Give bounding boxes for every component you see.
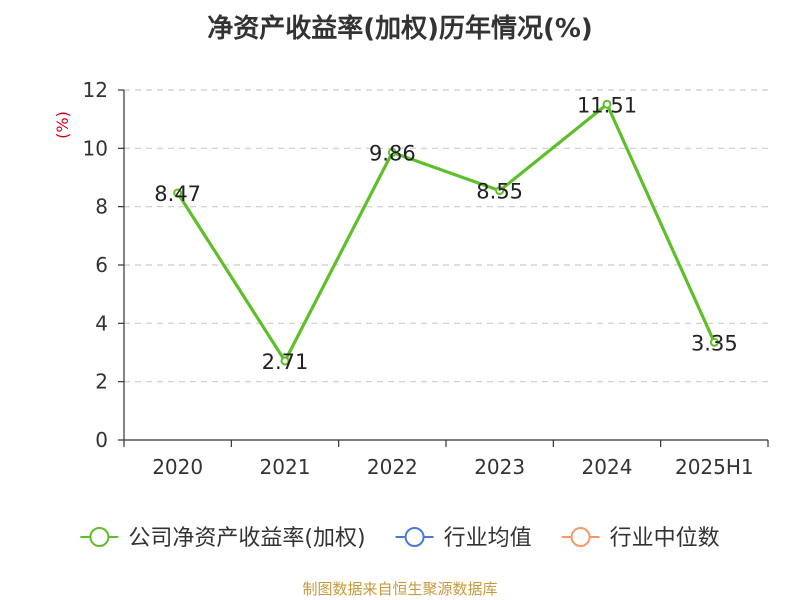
- data-label: 11.51: [577, 93, 637, 117]
- data-labels: 8.47 2.71 9.86 8.55 11.51 3.35: [154, 93, 737, 374]
- source-note: 制图数据来自恒生聚源数据库: [302, 580, 498, 598]
- legend[interactable]: 公司净资产收益率(加权) 行业均值 行业中位数: [80, 526, 720, 551]
- data-point: [173, 188, 183, 198]
- y-axis-label: (%): [53, 111, 72, 139]
- series-layer: [173, 99, 719, 366]
- legend-label: 公司净资产收益率(加权): [128, 526, 365, 551]
- y-tick-label: 6: [95, 253, 108, 277]
- x-tick-label: 2024: [582, 455, 633, 479]
- legend-marker: [89, 527, 110, 547]
- x-tick-label: 2023: [474, 455, 525, 479]
- data-point: [602, 99, 612, 109]
- legend-marker: [570, 527, 591, 547]
- y-tick-label: 0: [95, 428, 108, 452]
- data-point: [387, 147, 397, 157]
- series-line: [176, 102, 716, 363]
- x-tick-label: 2021: [260, 455, 311, 479]
- y-tick-label: 2: [95, 370, 108, 394]
- x-tick-label: 2022: [367, 455, 418, 479]
- data-point: [495, 186, 505, 196]
- chart-title: 净资产收益率(加权)历年情况(%): [207, 14, 593, 44]
- data-label: 8.47: [154, 182, 201, 206]
- y-tick-label: 10: [83, 136, 108, 160]
- data-label: 3.35: [691, 331, 738, 355]
- data-label: 8.55: [476, 180, 523, 204]
- legend-label: 行业均值: [444, 526, 532, 551]
- legend-marker: [404, 527, 425, 547]
- grid-lines: [124, 89, 768, 383]
- y-tick-label: 12: [83, 78, 108, 102]
- data-label: 2.71: [262, 350, 309, 374]
- legend-item[interactable]: 行业均值: [395, 526, 532, 551]
- axes: 0 2 4 6 8 10 12 2020 2021 2022 2023 2024 2025H1 (%): [53, 78, 769, 479]
- data-point: [280, 356, 290, 366]
- x-tick-label: 2020: [152, 455, 203, 479]
- y-tick-label: 8: [95, 195, 108, 219]
- x-tick-label: 2025H1: [675, 455, 754, 479]
- legend-item[interactable]: 公司净资产收益率(加权): [80, 526, 366, 551]
- data-label: 9.86: [369, 141, 416, 165]
- data-point: [709, 337, 719, 347]
- legend-label: 行业中位数: [610, 526, 720, 551]
- y-tick-label: 4: [95, 311, 108, 335]
- legend-item[interactable]: 行业中位数: [561, 526, 720, 551]
